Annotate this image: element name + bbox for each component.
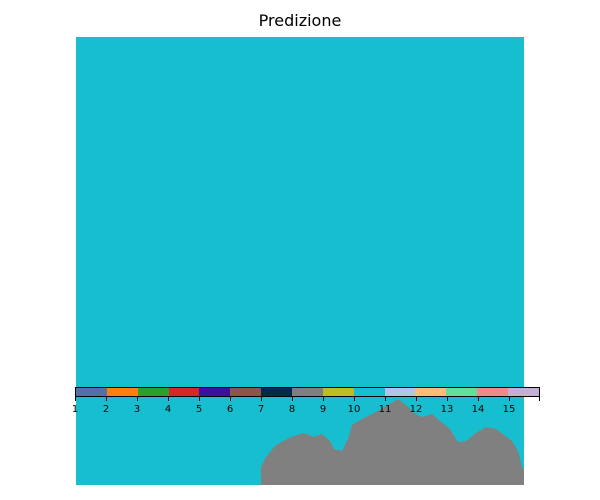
tick-label: 13 <box>440 404 454 415</box>
map-background <box>76 37 524 485</box>
colorbar-swatch-6 <box>230 388 262 396</box>
tick-mark <box>261 397 262 401</box>
tick-mark <box>137 397 138 401</box>
tick-mark <box>106 397 107 401</box>
tick-label: 2 <box>102 404 110 415</box>
tick-mark <box>230 397 231 401</box>
tick-label: 15 <box>502 404 516 415</box>
colorbar-swatch-1 <box>76 388 107 396</box>
tick-label: 9 <box>319 404 327 415</box>
colorbar-swatch-8 <box>292 388 323 396</box>
colorbar-swatch-2 <box>106 388 138 396</box>
tick-mark <box>199 397 200 401</box>
tick-label: 5 <box>195 404 203 415</box>
colorbar-swatch-13 <box>446 388 478 396</box>
tick-mark <box>354 397 355 401</box>
tick-label: 4 <box>164 404 172 415</box>
colorbar-ticks: 1 2 3 4 5 6 7 8 9 10 11 12 13 14 15 <box>72 397 540 419</box>
colorbar-swatch-15 <box>508 388 539 396</box>
classification-map <box>76 37 524 485</box>
colorbar-swatch-11 <box>384 388 416 396</box>
tick-label: 3 <box>133 404 141 415</box>
tick-mark <box>447 397 448 401</box>
tick-mark <box>292 397 293 401</box>
tick-mark <box>385 397 386 401</box>
tick-mark <box>539 397 540 401</box>
tick-mark <box>509 397 510 401</box>
tick-label: 10 <box>347 404 361 415</box>
colorbar-swatch-7 <box>261 388 293 396</box>
chart-title: Predizione <box>258 11 342 30</box>
tick-label: 14 <box>471 404 485 415</box>
colorbar-swatch-12 <box>415 388 447 396</box>
colorbar <box>75 387 540 397</box>
tick-label: 7 <box>257 404 265 415</box>
tick-mark <box>478 397 479 401</box>
tick-label: 1 <box>71 404 79 415</box>
map-canvas <box>76 37 524 485</box>
tick-label: 12 <box>409 404 423 415</box>
colorbar-swatch-14 <box>477 388 509 396</box>
tick-mark <box>75 397 76 401</box>
tick-label: 8 <box>288 404 296 415</box>
colorbar-swatch-3 <box>137 388 169 396</box>
landmass-shape <box>261 399 524 485</box>
tick-label: 11 <box>378 404 392 415</box>
tick-mark <box>416 397 417 401</box>
colorbar-swatch-5 <box>199 388 231 396</box>
tick-label: 6 <box>226 404 234 415</box>
colorbar-swatch-4 <box>168 388 200 396</box>
tick-mark <box>323 397 324 401</box>
colorbar-swatch-9 <box>322 388 354 396</box>
colorbar-swatch-10 <box>353 388 385 396</box>
tick-mark <box>168 397 169 401</box>
